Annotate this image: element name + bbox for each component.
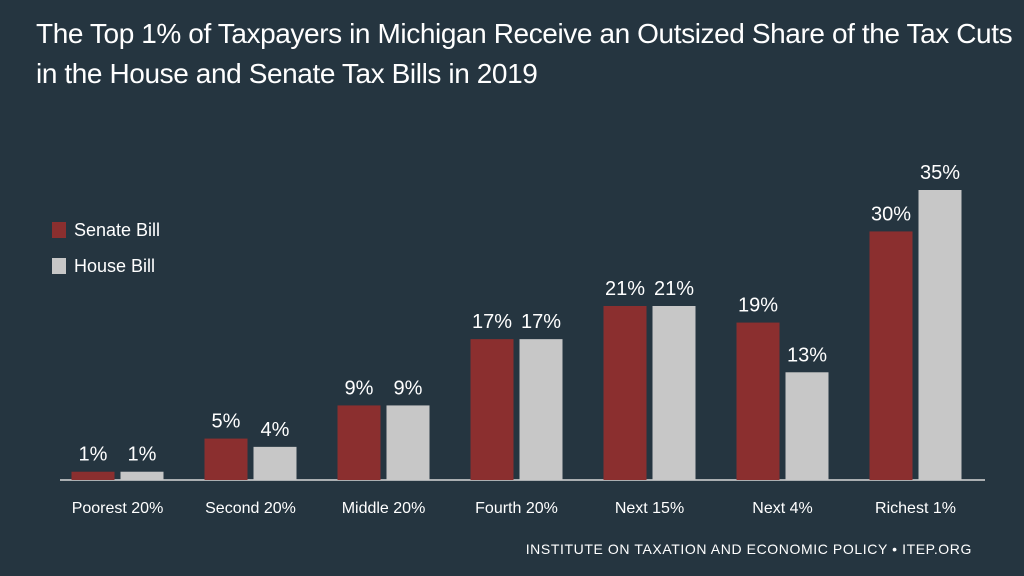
title-line-2: in the House and Senate Tax Bills in 201… bbox=[36, 58, 538, 89]
category-label-next-15: Next 15% bbox=[615, 500, 684, 517]
bar-house-bill-next-4 bbox=[785, 372, 829, 480]
value-label-house-bill-next-4: 13% bbox=[787, 344, 827, 366]
category-label-middle-20: Middle 20% bbox=[342, 500, 426, 517]
value-label-house-bill-fourth-20: 17% bbox=[521, 311, 561, 333]
title-line-1: The Top 1% of Taxpayers in Michigan Rece… bbox=[36, 18, 1013, 49]
bar-senate-bill-poorest-20 bbox=[71, 471, 115, 480]
category-label-next-4: Next 4% bbox=[752, 500, 812, 517]
legend-label-house: House Bill bbox=[74, 255, 156, 276]
category-label-second-20: Second 20% bbox=[205, 500, 296, 517]
bar-senate-bill-richest-1 bbox=[869, 231, 913, 480]
bar-senate-bill-fourth-20 bbox=[470, 339, 514, 480]
value-label-house-bill-next-15: 21% bbox=[654, 278, 694, 300]
legend-item-senate: Senate Bill bbox=[52, 212, 160, 248]
value-label-house-bill-richest-1: 35% bbox=[920, 162, 960, 184]
bar-house-bill-middle-20 bbox=[386, 405, 430, 480]
bar-senate-bill-middle-20 bbox=[337, 405, 381, 480]
value-label-house-bill-middle-20: 9% bbox=[394, 377, 423, 399]
category-label-richest-1: Richest 1% bbox=[875, 500, 956, 517]
value-label-senate-bill-richest-1: 30% bbox=[871, 203, 911, 225]
chart-title: The Top 1% of Taxpayers in Michigan Rece… bbox=[36, 14, 1013, 94]
value-label-house-bill-second-20: 4% bbox=[261, 419, 290, 441]
value-label-senate-bill-fourth-20: 17% bbox=[472, 311, 512, 333]
legend-item-house: House Bill bbox=[52, 248, 160, 284]
category-label-poorest-20: Poorest 20% bbox=[72, 500, 164, 517]
footer-credit: INSTITUTE ON TAXATION AND ECONOMIC POLIC… bbox=[525, 541, 972, 557]
bar-house-bill-richest-1 bbox=[918, 190, 962, 480]
value-label-senate-bill-second-20: 5% bbox=[212, 411, 241, 433]
legend-swatch-senate bbox=[52, 222, 66, 238]
bar-house-bill-poorest-20 bbox=[120, 471, 164, 480]
legend: Senate Bill House Bill bbox=[52, 212, 160, 284]
bar-senate-bill-second-20 bbox=[204, 438, 248, 480]
category-label-fourth-20: Fourth 20% bbox=[475, 500, 558, 517]
bar-senate-bill-next-4 bbox=[736, 322, 780, 480]
bar-house-bill-fourth-20 bbox=[519, 339, 563, 480]
value-label-senate-bill-next-4: 19% bbox=[738, 295, 778, 317]
value-label-senate-bill-next-15: 21% bbox=[605, 278, 645, 300]
bar-house-bill-next-15 bbox=[652, 306, 696, 480]
legend-label-senate: Senate Bill bbox=[74, 219, 161, 240]
value-label-senate-bill-middle-20: 9% bbox=[345, 377, 374, 399]
legend-swatch-house bbox=[52, 258, 66, 274]
value-label-house-bill-poorest-20: 1% bbox=[128, 444, 157, 466]
bar-house-bill-second-20 bbox=[253, 446, 297, 480]
bar-senate-bill-next-15 bbox=[603, 306, 647, 480]
value-label-senate-bill-poorest-20: 1% bbox=[79, 444, 108, 466]
